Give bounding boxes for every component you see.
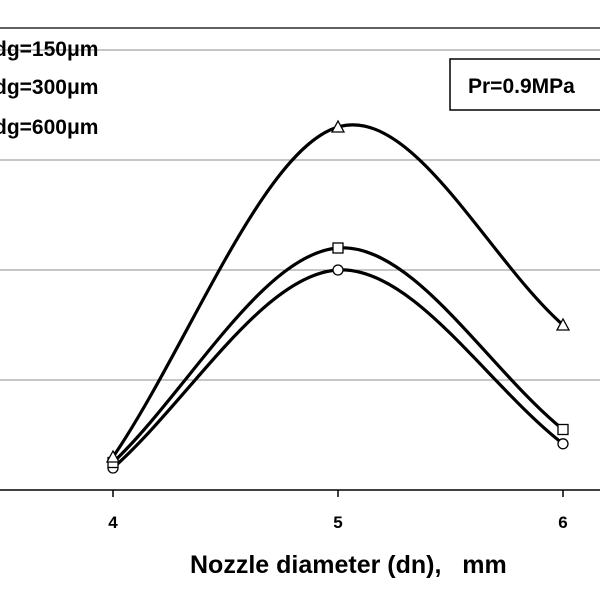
x-tick-label-6: 6	[558, 513, 567, 532]
series-line-1	[111, 246, 565, 465]
series-line-2	[111, 123, 565, 459]
legend-entry-dg600: dg=600μm	[0, 116, 98, 139]
point-s2-x6	[555, 317, 571, 331]
point-s0-x6	[557, 438, 569, 450]
annotation-frame	[449, 58, 600, 111]
series-layer	[111, 123, 565, 470]
series-line-0	[111, 268, 565, 470]
annotation-box: Pr=0.9MPa	[449, 58, 600, 111]
point-s2-x4	[105, 449, 121, 463]
annotation-pressure: Pr=0.9MPa	[468, 75, 575, 98]
marker-layer	[105, 119, 571, 474]
legend: dg=150μm dg=300μm dg=600μm	[0, 38, 98, 139]
point-s0-x5	[332, 264, 344, 276]
point-s1-x5	[332, 242, 344, 254]
grid-layer	[0, 49, 600, 381]
x-tick-label-4: 4	[108, 513, 118, 532]
axis-layer	[0, 27, 600, 491]
point-s1-x6	[557, 423, 569, 436]
legend-entry-dg150: dg=150μm	[0, 38, 98, 61]
tick-layer: 4 5 6	[108, 490, 568, 532]
x-tick-label-5: 5	[333, 513, 342, 532]
point-s2-x5	[330, 119, 346, 133]
legend-entry-dg300: dg=300μm	[0, 76, 98, 99]
x-axis-label: Nozzle diameter (dn), mm	[190, 551, 507, 579]
